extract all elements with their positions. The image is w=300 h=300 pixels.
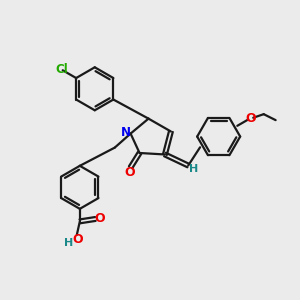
Text: H: H	[189, 164, 198, 174]
Text: O: O	[94, 212, 105, 225]
Text: O: O	[246, 112, 256, 124]
Text: O: O	[125, 166, 135, 178]
Text: N: N	[121, 127, 131, 140]
Text: Cl: Cl	[56, 63, 68, 76]
Text: H: H	[64, 238, 73, 248]
Text: O: O	[72, 233, 83, 246]
